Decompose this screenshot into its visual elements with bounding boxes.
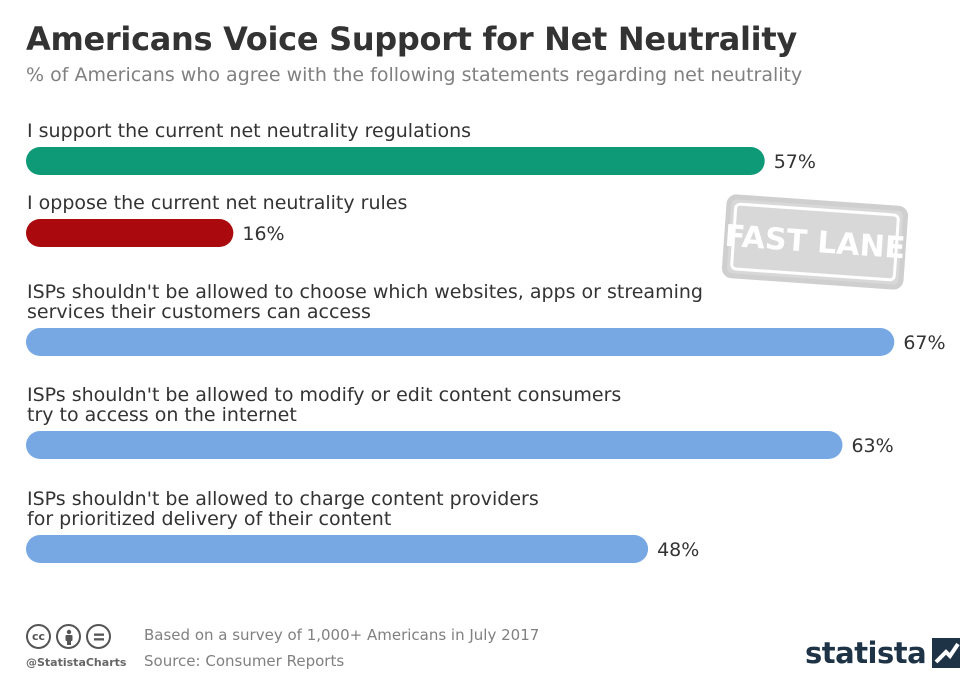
statista-logo[interactable]: statista bbox=[805, 636, 960, 670]
brand-wordmark: statista bbox=[805, 636, 927, 670]
value-label: 57% bbox=[774, 151, 816, 173]
bar-chart: I support the current net neutrality reg… bbox=[26, 120, 946, 563]
bar bbox=[26, 328, 895, 356]
category-label: I oppose the current net neutrality rule… bbox=[27, 192, 407, 214]
value-label: 67% bbox=[903, 332, 945, 354]
bar bbox=[26, 535, 649, 563]
page-subtitle: % of Americans who agree with the follow… bbox=[26, 64, 803, 86]
category-label: services their customers can access bbox=[27, 301, 371, 323]
bar bbox=[26, 431, 843, 459]
stamp-text: FAST LANE bbox=[724, 202, 906, 282]
statista-logo-icon bbox=[932, 638, 960, 668]
category-label: ISPs shouldn't be allowed to choose whic… bbox=[27, 281, 703, 303]
twitter-handle[interactable]: @StatistaCharts bbox=[26, 656, 127, 669]
no-derivatives-icon[interactable] bbox=[86, 624, 111, 649]
category-label: for prioritized delivery of their conten… bbox=[27, 508, 391, 530]
category-label: ISPs shouldn't be allowed to charge cont… bbox=[27, 488, 539, 510]
fast-lane-stamp: FAST LANE bbox=[721, 193, 909, 291]
cc-icon[interactable]: cc bbox=[26, 624, 51, 649]
category-label: ISPs shouldn't be allowed to modify or e… bbox=[27, 384, 621, 406]
attribution-icon[interactable] bbox=[56, 624, 81, 649]
value-label: 16% bbox=[242, 223, 284, 245]
license-icons: cc bbox=[26, 624, 111, 649]
survey-note: Based on a survey of 1,000+ Americans in… bbox=[144, 626, 540, 644]
category-label: try to access on the internet bbox=[27, 404, 297, 426]
value-label: 48% bbox=[657, 539, 699, 561]
value-label: 63% bbox=[851, 435, 893, 457]
bar bbox=[26, 147, 765, 175]
page-title: Americans Voice Support for Net Neutrali… bbox=[26, 20, 797, 58]
source-note: Source: Consumer Reports bbox=[144, 652, 345, 670]
category-label: I support the current net neutrality reg… bbox=[27, 120, 471, 142]
bar bbox=[26, 219, 234, 247]
